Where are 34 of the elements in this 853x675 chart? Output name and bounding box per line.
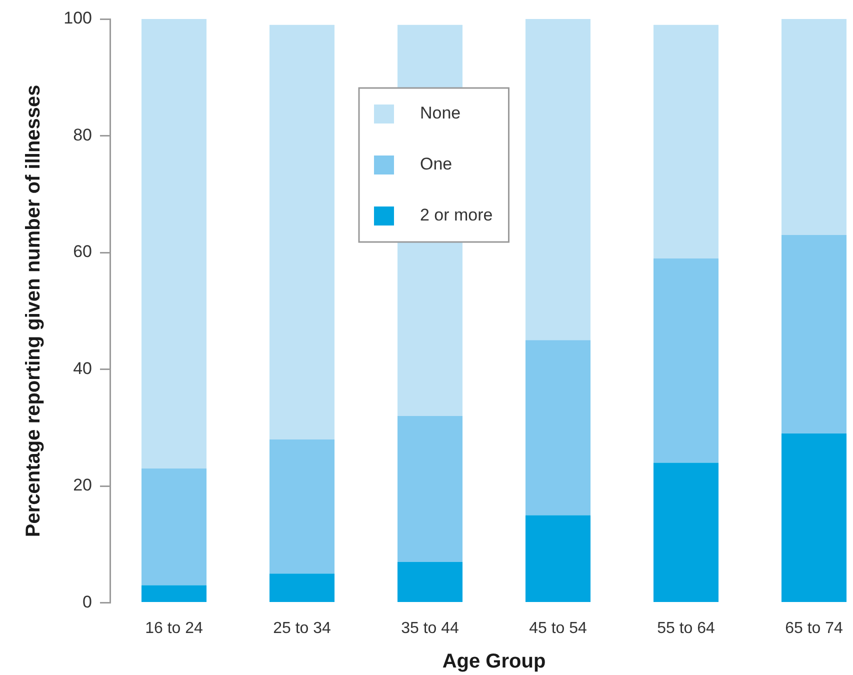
bar [397, 416, 463, 562]
bar [269, 574, 335, 602]
bar [653, 462, 719, 602]
x-tick-label: 45 to 54 [529, 620, 588, 637]
bar [525, 340, 591, 516]
bar [781, 235, 847, 434]
x-tick-label: 35 to 44 [401, 620, 460, 637]
x-tick-label: 55 to 64 [657, 620, 716, 637]
y-tick-label: 80 [73, 125, 92, 144]
y-tick-label: 60 [73, 242, 92, 262]
bar [269, 439, 335, 574]
x-tick-label: 65 to 74 [785, 620, 844, 637]
bar [781, 434, 847, 602]
bar [141, 468, 207, 586]
bar [525, 515, 591, 602]
bar [653, 24, 719, 258]
x-axis-title: Age Group [442, 650, 546, 673]
bar [525, 19, 591, 340]
y-tick-label: 20 [73, 476, 92, 495]
y-tick-label: 40 [73, 358, 92, 378]
bar [141, 585, 207, 602]
legend-label: None [420, 104, 461, 123]
y-axis-title: Percentage reporting given number of illnesses [22, 84, 45, 538]
x-tick-label: 25 to 34 [273, 620, 332, 637]
bar [397, 562, 463, 602]
legend-label: One [420, 154, 452, 174]
y-tick-label: 0 [82, 592, 92, 612]
y-tick-label: 100 [64, 8, 92, 28]
bar [781, 19, 847, 236]
bar [269, 24, 335, 440]
bar [141, 19, 207, 469]
x-tick-label: 16 to 24 [145, 620, 204, 637]
bar [653, 258, 719, 463]
legend-label: 2 or more [420, 206, 493, 225]
